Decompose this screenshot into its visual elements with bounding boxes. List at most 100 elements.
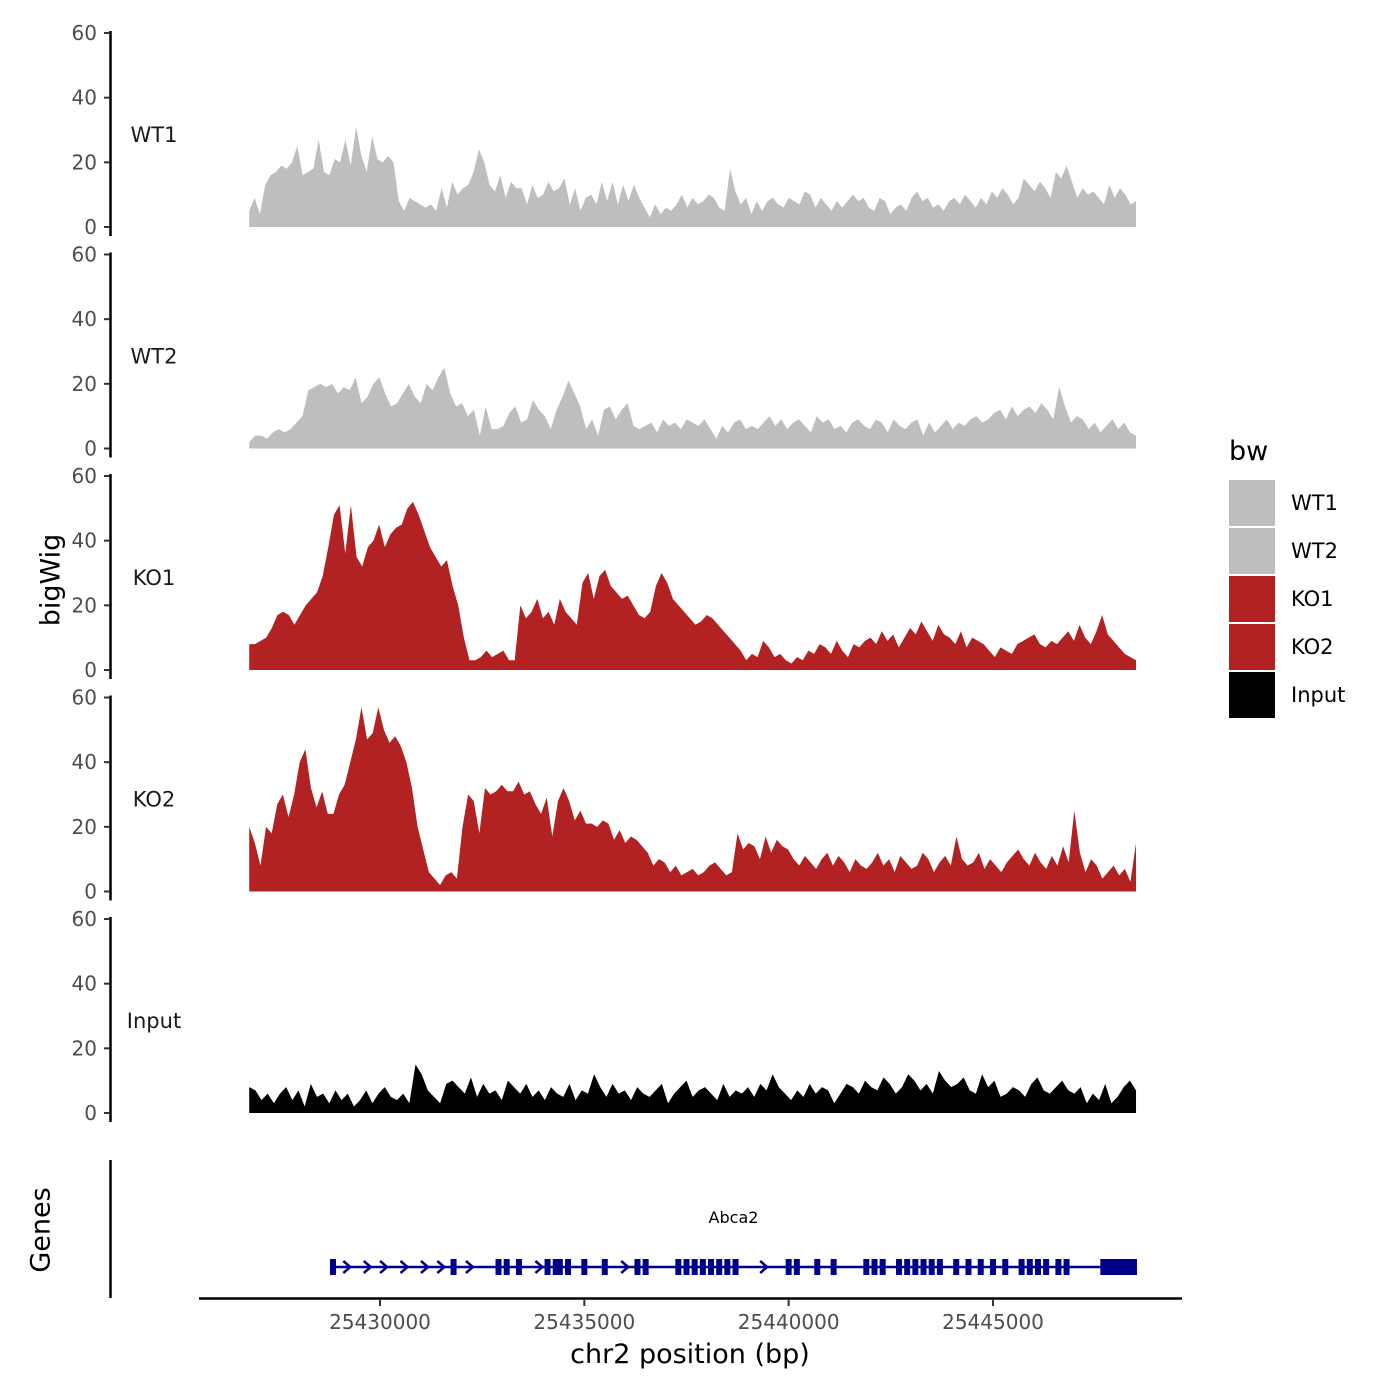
track-label: Input bbox=[127, 1009, 181, 1033]
coverage-area-KO1 bbox=[249, 501, 1137, 670]
gene-exon bbox=[552, 1259, 559, 1275]
gene-exon bbox=[642, 1259, 649, 1275]
gene-exon bbox=[1130, 1259, 1137, 1275]
gene-exon bbox=[716, 1259, 723, 1275]
y-tick-label: 0 bbox=[84, 215, 97, 239]
track-WT1: 0 20 40 60 WT1 bbox=[72, 21, 1137, 239]
legend-label: KO1 bbox=[1291, 587, 1334, 611]
gene-exon bbox=[1104, 1259, 1111, 1275]
gene-exon bbox=[990, 1259, 996, 1275]
gene-strand-arrow bbox=[362, 1260, 373, 1274]
gene-exon bbox=[1018, 1259, 1025, 1275]
legend-item-Input: Input bbox=[1229, 672, 1345, 718]
legend-swatch bbox=[1229, 528, 1275, 574]
legend-items: WT1 WT2 KO1 KO2 Input bbox=[1229, 480, 1345, 718]
legend-swatch bbox=[1229, 672, 1275, 718]
y-tick-label: 0 bbox=[84, 880, 97, 904]
gene-exon bbox=[936, 1259, 943, 1275]
gene-exon bbox=[1002, 1259, 1009, 1275]
x-ticks: 25430000 25435000 25440000 25445000 bbox=[329, 1299, 1044, 1334]
gene-exon bbox=[1034, 1259, 1041, 1275]
gene-strand-arrow bbox=[399, 1260, 410, 1274]
gene-exon bbox=[912, 1259, 919, 1275]
y-tick-label: 0 bbox=[84, 1101, 97, 1125]
gene-exon bbox=[814, 1259, 821, 1275]
gene-exon bbox=[863, 1259, 870, 1275]
legend-swatch bbox=[1229, 576, 1275, 622]
gene-strand-arrow bbox=[420, 1260, 430, 1274]
gene-exon bbox=[785, 1259, 792, 1275]
gene-exon bbox=[1055, 1259, 1062, 1275]
legend-title: bw bbox=[1229, 436, 1268, 467]
y-tick-label: 60 bbox=[72, 21, 97, 45]
legend-item-WT2: WT2 bbox=[1229, 528, 1338, 574]
gene-exon bbox=[1120, 1259, 1127, 1275]
gene-exon bbox=[708, 1259, 715, 1275]
gene-strand-arrow bbox=[759, 1260, 770, 1274]
y-tick-label: 20 bbox=[72, 815, 97, 839]
legend-item-KO1: KO1 bbox=[1229, 576, 1334, 622]
y-tick-label: 40 bbox=[72, 86, 97, 110]
y-tick-label: 40 bbox=[72, 529, 97, 553]
x-tick-label: 25435000 bbox=[533, 1310, 635, 1334]
coverage-area-WT2 bbox=[249, 367, 1137, 449]
track-KO2: 0 20 40 60 KO2 bbox=[72, 686, 1137, 904]
legend-label: WT2 bbox=[1291, 539, 1338, 563]
track-Input: 0 20 40 60 Input bbox=[72, 907, 1137, 1125]
y-tick-label: 0 bbox=[84, 437, 97, 461]
gene-exon bbox=[699, 1259, 706, 1275]
gene-strand-arrow bbox=[342, 1260, 353, 1274]
x-tick-label: 25440000 bbox=[738, 1310, 840, 1334]
gene-strand-arrow bbox=[436, 1260, 447, 1274]
x-axis-title: chr2 position (bp) bbox=[570, 1339, 810, 1370]
legend-item-WT1: WT1 bbox=[1229, 480, 1338, 526]
gene-exon bbox=[601, 1259, 608, 1275]
gene-exon bbox=[581, 1259, 588, 1275]
coverage-area-Input bbox=[249, 1064, 1137, 1113]
track-label: KO2 bbox=[133, 788, 176, 812]
gene-exon bbox=[928, 1259, 935, 1275]
gene-exon bbox=[977, 1259, 984, 1275]
gene-exon bbox=[879, 1259, 886, 1275]
y-tick-label: 60 bbox=[72, 686, 97, 710]
track-KO1: 0 20 40 60 KO1 bbox=[72, 464, 1137, 682]
y-tick-label: 20 bbox=[72, 150, 97, 174]
y-tick-label: 20 bbox=[72, 372, 97, 396]
gene-exon bbox=[1026, 1259, 1033, 1275]
gene-exon bbox=[1043, 1259, 1050, 1275]
gene-strand-arrow bbox=[379, 1260, 390, 1274]
x-tick-label: 25445000 bbox=[942, 1310, 1044, 1334]
gene-exon bbox=[871, 1259, 878, 1275]
gene-exon bbox=[330, 1259, 336, 1275]
gene-exon bbox=[556, 1259, 563, 1275]
gene-exon bbox=[634, 1259, 641, 1275]
gene-exon bbox=[495, 1259, 502, 1275]
gene-glyphs: Abca2 bbox=[330, 1208, 1137, 1275]
y-tick-label: 20 bbox=[72, 1036, 97, 1060]
coverage-area-KO2 bbox=[249, 707, 1137, 892]
gene-strand-arrow bbox=[534, 1260, 545, 1274]
track-label: KO1 bbox=[133, 566, 176, 590]
legend-swatch bbox=[1229, 624, 1275, 670]
y-tick-label: 40 bbox=[72, 307, 97, 331]
y-tick-label: 40 bbox=[72, 750, 97, 774]
gene-exon bbox=[675, 1259, 682, 1275]
gene-name-label: Abca2 bbox=[709, 1208, 759, 1227]
track-label: WT2 bbox=[131, 345, 178, 369]
legend-label: KO2 bbox=[1291, 635, 1334, 659]
legend-item-KO2: KO2 bbox=[1229, 624, 1334, 670]
legend-label: Input bbox=[1291, 683, 1345, 707]
y-tick-label: 60 bbox=[72, 243, 97, 267]
gene-exon bbox=[965, 1259, 972, 1275]
gene-exon bbox=[515, 1259, 522, 1275]
y-tick-label: 60 bbox=[72, 464, 97, 488]
gene-exon bbox=[1116, 1259, 1123, 1275]
gene-panel: Genes Abca2 25430000 25435000 25440000 2544… bbox=[26, 1160, 1182, 1334]
y-axis-title: bigWig bbox=[36, 534, 67, 627]
gene-exon bbox=[920, 1259, 927, 1275]
gene-exon bbox=[896, 1259, 903, 1275]
coverage-area-WT1 bbox=[249, 126, 1137, 227]
legend: bw WT1 WT2 KO1 KO2 Input bbox=[1229, 436, 1345, 718]
track-label: WT1 bbox=[131, 123, 178, 147]
gene-exon bbox=[450, 1259, 457, 1275]
